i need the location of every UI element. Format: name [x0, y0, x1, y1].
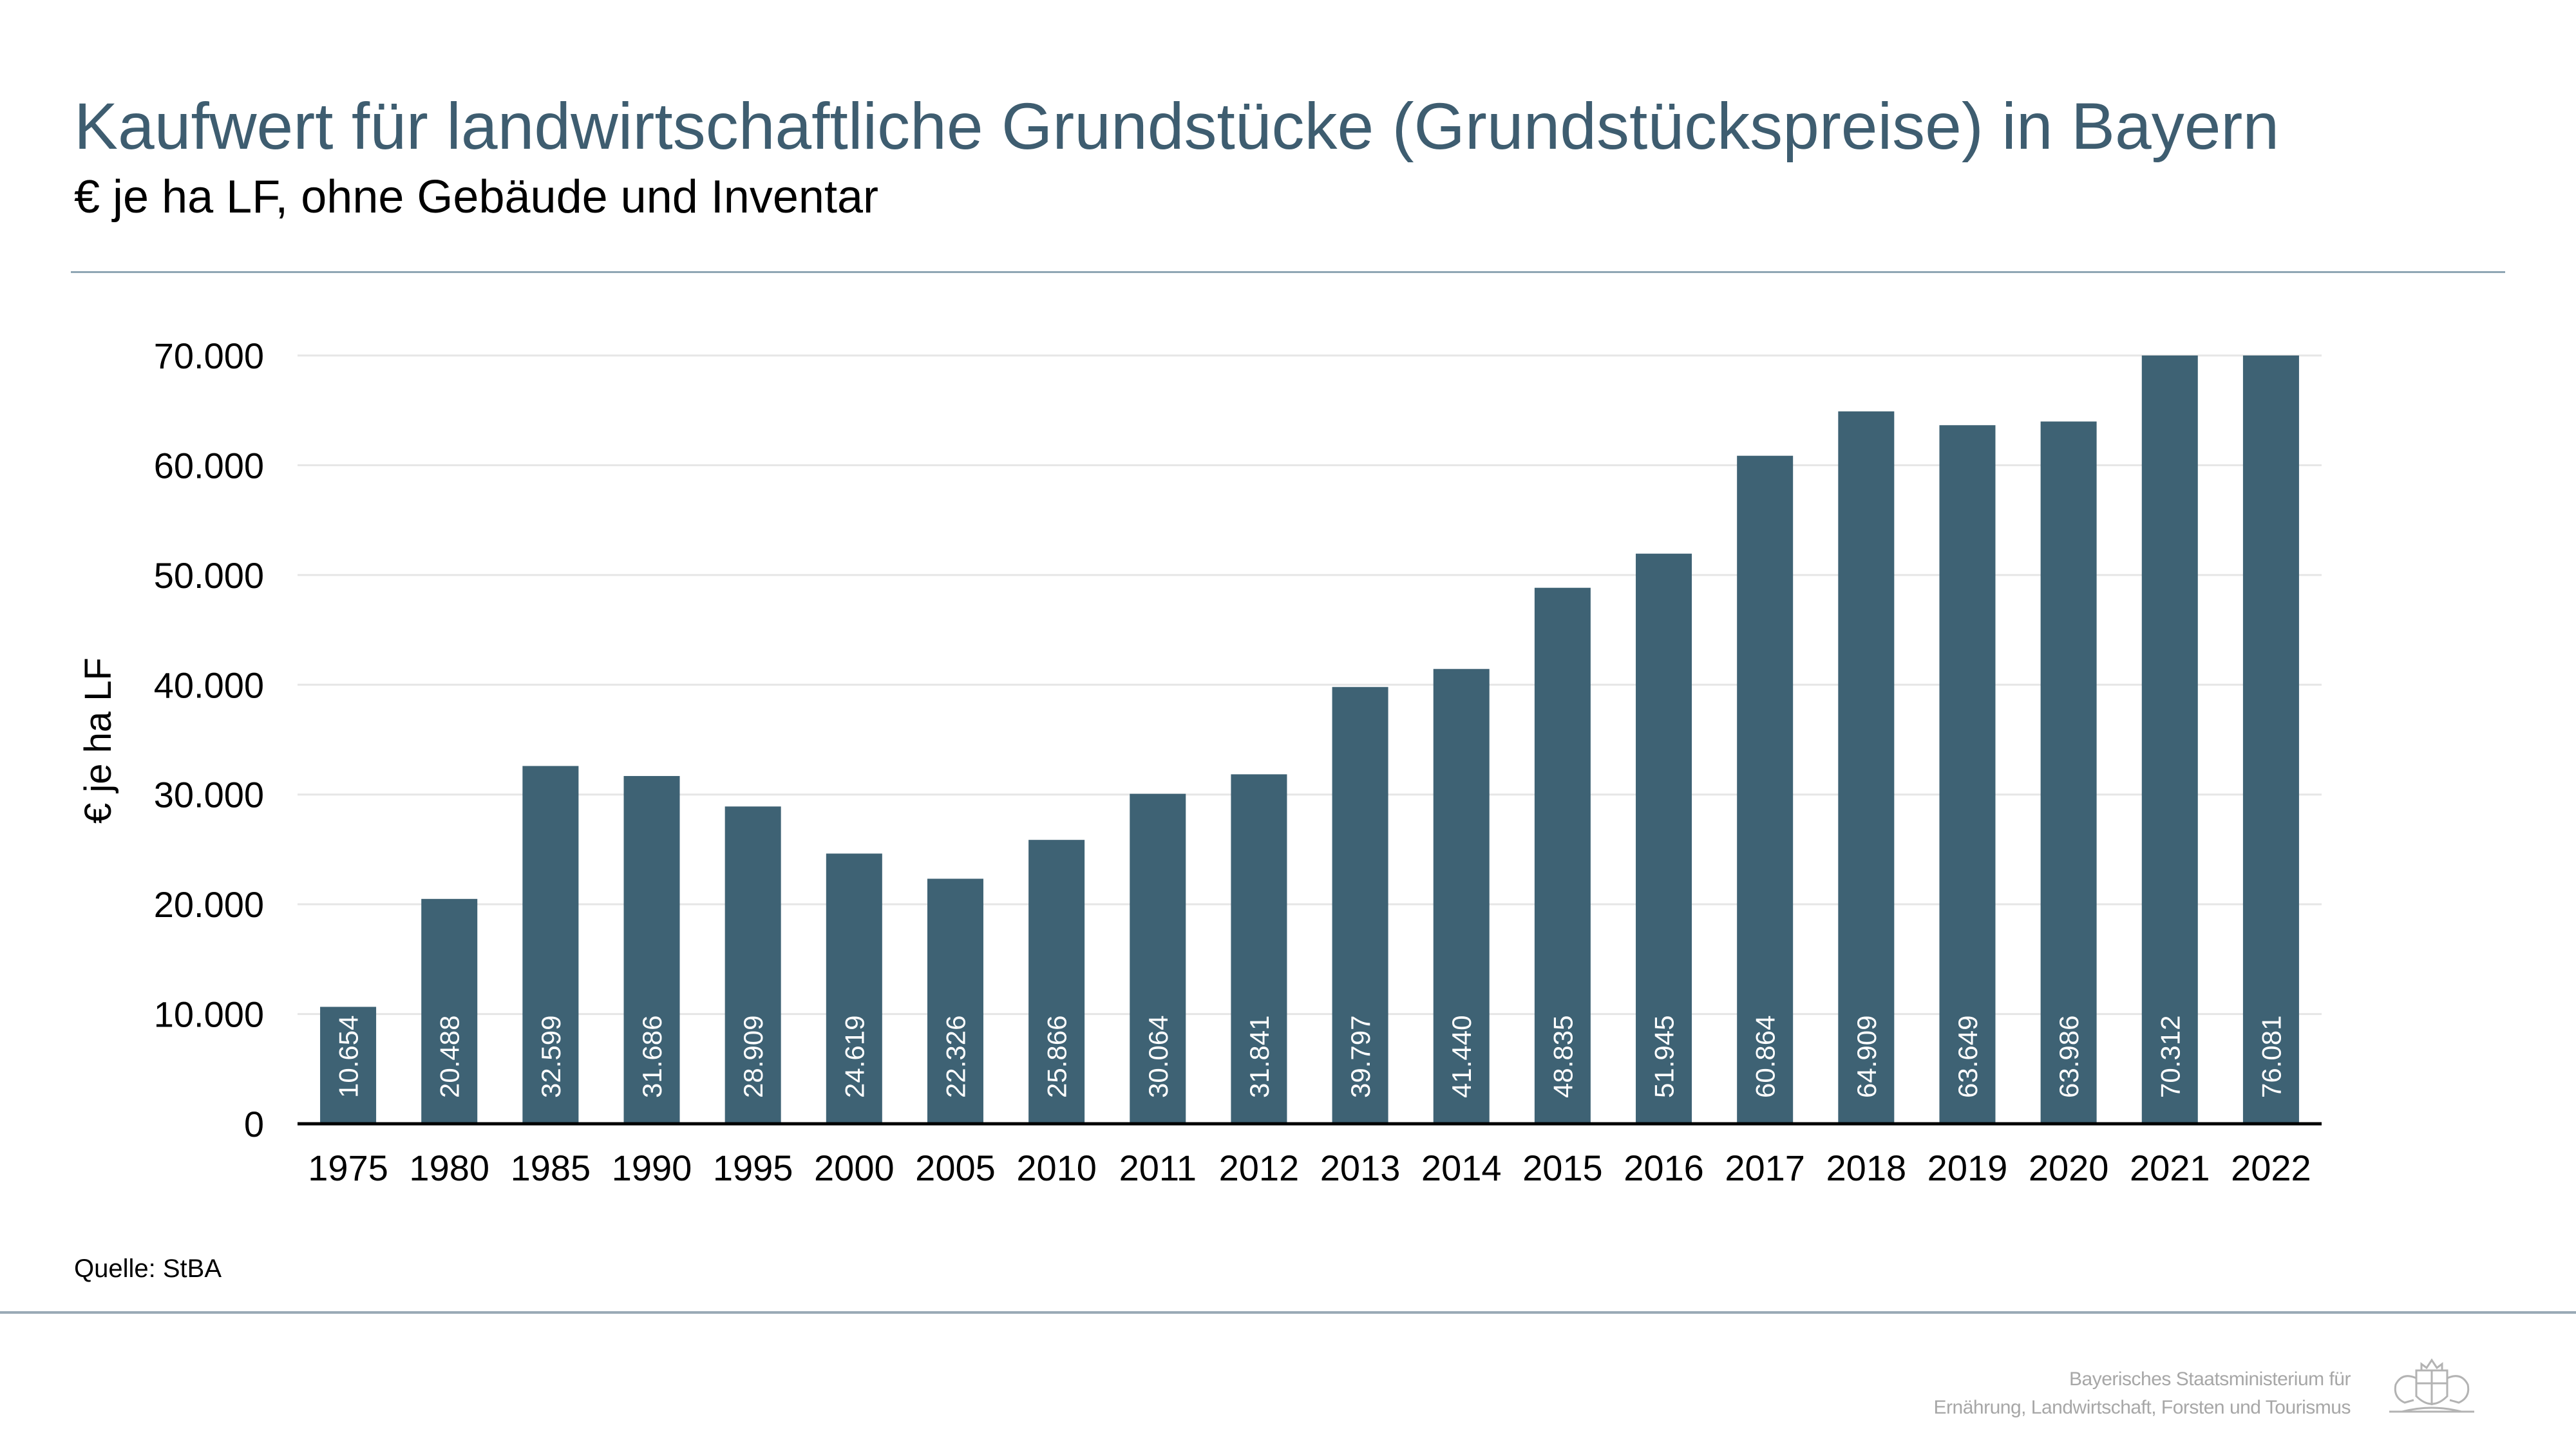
- bar-value-label: 76.081: [2256, 1016, 2286, 1098]
- bar-value-label: 22.326: [940, 1016, 971, 1098]
- x-tick-label: 2016: [1624, 1148, 1704, 1188]
- x-tick-label: 2022: [2231, 1148, 2311, 1188]
- page-subtitle: € je ha LF, ohne Gebäude und Inventar: [74, 171, 878, 223]
- x-tick-label: 2005: [915, 1148, 996, 1188]
- x-tick-label: 2014: [1421, 1148, 1502, 1188]
- x-tick-label: 1995: [713, 1148, 793, 1188]
- axes: 0 10.000 20.000 30.000 40.000 50.000 60.000 70.…: [154, 336, 2322, 1188]
- y-tick-label: 60.000: [154, 445, 264, 486]
- bar-value-label: 10.654: [334, 1016, 364, 1098]
- bar: [1332, 687, 1388, 1124]
- bar: [826, 853, 882, 1124]
- x-tick-label: 1975: [308, 1148, 388, 1188]
- bar-value-label: 41.440: [1446, 1016, 1477, 1098]
- bar-value-label: 60.864: [1750, 1016, 1781, 1098]
- bar-value-label: 32.599: [536, 1016, 566, 1098]
- bar: [320, 1007, 377, 1124]
- y-tick-label: 20.000: [154, 884, 264, 925]
- footer-divider: [0, 1311, 2576, 1314]
- page-title: Kaufwert für landwirtschaftliche Grundst…: [74, 90, 2280, 163]
- x-tick-label: 2020: [2029, 1148, 2109, 1188]
- y-tick-label: 0: [244, 1104, 264, 1144]
- bar: [1433, 668, 1490, 1124]
- bar-value-label: 64.909: [1852, 1016, 1882, 1098]
- x-tick-label: 1980: [409, 1148, 489, 1188]
- bar-value-label: 48.835: [1548, 1016, 1578, 1098]
- bavarian-coat-of-arms-icon: [2389, 1358, 2474, 1413]
- y-tick-label: 30.000: [154, 775, 264, 815]
- bar-value-label: 39.797: [1345, 1016, 1376, 1098]
- x-tick-label: 2018: [1826, 1148, 1907, 1188]
- x-tick-label: 2012: [1219, 1148, 1300, 1188]
- bar: [1737, 455, 1794, 1124]
- bar-value-label: 63.986: [2054, 1016, 2084, 1098]
- bar-value-label: 24.619: [839, 1016, 869, 1098]
- x-tick-label: 2011: [1119, 1148, 1197, 1188]
- bar-value-label: 20.488: [435, 1016, 465, 1098]
- x-tick-label: 1985: [511, 1148, 591, 1188]
- bar-value-label: 30.064: [1143, 1016, 1173, 1098]
- bar: [2141, 355, 2198, 1124]
- x-tick-label: 2000: [814, 1148, 895, 1188]
- bar-value-label: 28.909: [738, 1016, 768, 1098]
- bar-value-label: 63.649: [1953, 1016, 1983, 1098]
- bar-chart: 10.654 20.488 32.599 31.686 28.909 24.619 22.3…: [77, 336, 2322, 1188]
- ministry-name: Bayerisches Staatsministerium für Ernähr…: [1934, 1365, 2351, 1422]
- x-tick-label: 2015: [1522, 1148, 1603, 1188]
- bars: 10.654 20.488 32.599 31.686 28.909 24.619 22.3…: [320, 355, 2299, 1124]
- ministry-line-1: Bayerisches Staatsministerium für: [2069, 1368, 2351, 1390]
- bar: [1939, 425, 1996, 1124]
- y-tick-label: 70.000: [154, 336, 264, 376]
- bar: [724, 806, 781, 1124]
- bar: [1534, 587, 1591, 1124]
- bar: [2242, 355, 2299, 1124]
- bar: [1838, 411, 1895, 1124]
- bar: [1636, 553, 1692, 1124]
- y-tick-label: 10.000: [154, 994, 264, 1035]
- x-tick-label: 1990: [612, 1148, 692, 1188]
- y-tick-label: 40.000: [154, 665, 264, 705]
- x-tick-label: 2010: [1016, 1148, 1097, 1188]
- y-tick-label: 50.000: [154, 555, 264, 596]
- bar: [927, 878, 983, 1124]
- bar: [1231, 774, 1287, 1124]
- bar: [2040, 421, 2097, 1124]
- grid-lines: [298, 354, 2322, 1016]
- x-tick-label: 2017: [1725, 1148, 1805, 1188]
- bar: [421, 898, 478, 1124]
- bar-value-label: 25.866: [1042, 1016, 1072, 1098]
- bar: [1028, 840, 1085, 1124]
- y-axis-label: € je ha LF: [77, 658, 119, 824]
- header-divider: [71, 271, 2505, 273]
- source-note: Quelle: StBA: [74, 1255, 222, 1283]
- bar-value-label: 51.945: [1649, 1016, 1680, 1098]
- bar-value-label: 31.841: [1244, 1016, 1274, 1098]
- bar: [522, 766, 579, 1124]
- bar-value-label: 70.312: [2155, 1016, 2185, 1098]
- x-tick-label: 2019: [1927, 1148, 2008, 1188]
- bar: [623, 775, 680, 1124]
- x-tick-label: 2021: [2130, 1148, 2210, 1188]
- ministry-line-2: Ernährung, Landwirtschaft, Forsten und T…: [1933, 1397, 2351, 1418]
- bar: [1130, 793, 1186, 1124]
- x-tick-label: 2013: [1320, 1148, 1401, 1188]
- bar-value-label: 31.686: [637, 1016, 667, 1098]
